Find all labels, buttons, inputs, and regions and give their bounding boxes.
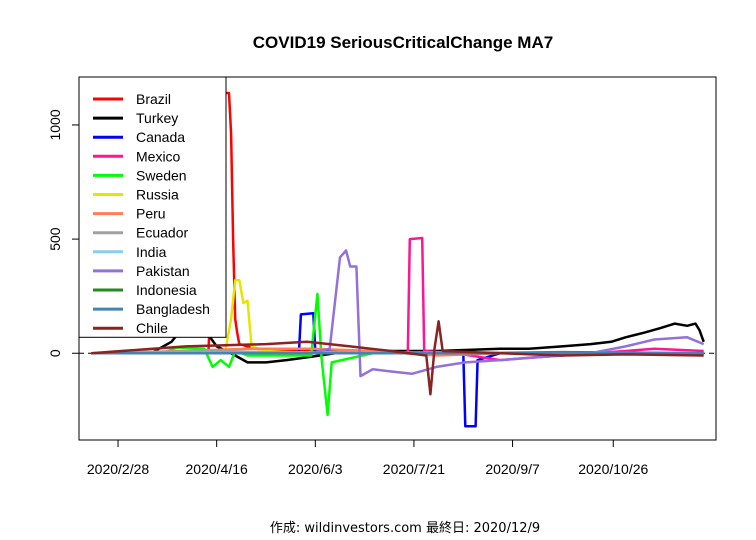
y-tick-label: 1000 bbox=[47, 109, 63, 140]
legend-label: Ecuador bbox=[136, 225, 188, 241]
x-tick-label: 2020/9/7 bbox=[485, 461, 540, 477]
series-line-pakistan bbox=[91, 249, 705, 378]
legend: Brazil Turkey Canada Mexico Sweden Russia Peru… bbox=[78, 76, 227, 338]
legend-label: Russia bbox=[136, 187, 179, 203]
series-line-mexico bbox=[91, 236, 704, 362]
legend-label: Pakistan bbox=[136, 263, 190, 279]
chart-title: COVID19 SeriousCriticalChange MA7 bbox=[253, 33, 553, 52]
y-tick-label: 500 bbox=[47, 227, 63, 251]
legend-label: Chile bbox=[136, 320, 168, 336]
legend-label: Peru bbox=[136, 206, 166, 222]
legend-label: Bangladesh bbox=[136, 301, 210, 317]
x-axis: 2020/2/28 2020/4/16 2020/6/3 2020/7/21 2020/… bbox=[87, 439, 649, 477]
chart-caption: 作成: wildinvestors.com 最終日: 2020/12/9 bbox=[270, 520, 540, 536]
x-tick-label: 2020/2/28 bbox=[87, 461, 149, 477]
legend-label: Canada bbox=[136, 129, 185, 145]
legend-label: Sweden bbox=[136, 167, 187, 183]
legend-label: Brazil bbox=[136, 91, 171, 107]
x-tick-label: 2020/4/16 bbox=[186, 461, 248, 477]
x-tick-label: 2020/10/26 bbox=[578, 461, 648, 477]
y-tick-label: 0 bbox=[47, 349, 63, 357]
series-line-chile bbox=[91, 320, 704, 396]
legend-label: India bbox=[136, 244, 167, 260]
legend-box bbox=[78, 76, 227, 338]
legend-label: Mexico bbox=[136, 148, 181, 164]
legend-label: Turkey bbox=[136, 110, 178, 126]
y-axis: 0 500 1000 bbox=[47, 109, 80, 357]
legend-label: Indonesia bbox=[136, 282, 197, 298]
x-tick-label: 2020/7/21 bbox=[383, 461, 445, 477]
x-tick-label: 2020/6/3 bbox=[288, 461, 343, 477]
